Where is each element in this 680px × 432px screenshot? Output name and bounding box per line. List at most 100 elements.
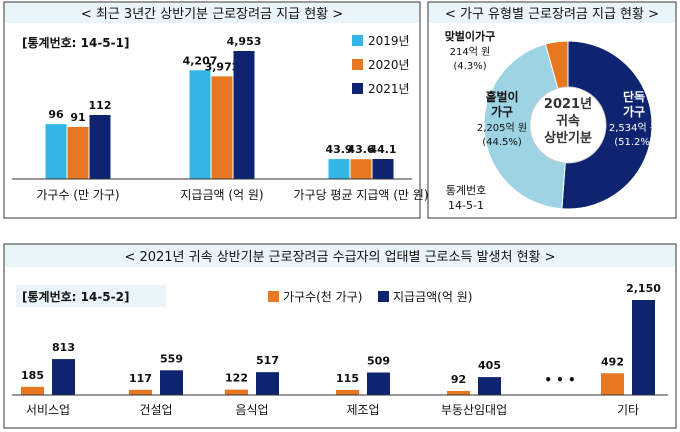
bar-label-0-1: 91 (70, 111, 85, 124)
bottom-category-2: 음식업 (235, 403, 268, 417)
pie-label-2-line-0: 맞벌이가구 (445, 29, 496, 43)
pie-slice-1 (483, 43, 569, 210)
pie-center-line-2: 귀속 (556, 113, 580, 129)
bottom-bar-label-4-1: 405 (478, 359, 501, 372)
bar-label-0-2: 112 (89, 99, 112, 112)
bottom-legend-swatch-0 (268, 291, 279, 302)
top-left-category-2: 가구당 평균 지급액 (만 원) (293, 188, 428, 202)
bar-label-1-1: 3,972 (205, 60, 240, 73)
top-right-title: < 가구 유형별 근로장려금 지급 현황 > (445, 7, 659, 22)
pie-label-0-line-0: 단독 (623, 89, 645, 104)
pie-center-line-1: 2021년 (544, 97, 592, 112)
legend-label-0: 2019년 (368, 34, 410, 48)
bottom-bar-label-2-0: 122 (225, 372, 248, 385)
pie-center-hole (529, 86, 607, 164)
bottom-bar-1-0 (129, 389, 152, 395)
bottom-bar-3-1 (367, 372, 390, 395)
bottom-bar-label-3-1: 509 (367, 355, 390, 368)
pie-label-1-percent: (44.5%) (482, 137, 522, 148)
pie-label-2-amount: 214억 원 (450, 46, 491, 58)
bar-0-2 (89, 115, 111, 179)
legend-swatch-1 (352, 59, 363, 70)
legend-swatch-2 (352, 83, 363, 94)
bar-2-1 (350, 159, 372, 179)
top-right-stat-code-line-2: 14-5-1 (448, 199, 484, 212)
bottom-ellipsis: • • • (544, 373, 575, 387)
bottom-bar-0-1 (52, 359, 75, 395)
bar-1-1 (211, 76, 233, 179)
top-right-stat-code: 통계번호 14-5-1 (446, 184, 486, 212)
bar-1-2 (233, 51, 255, 179)
pie-slice-0 (561, 40, 653, 210)
legend-label-2: 2021년 (368, 82, 410, 96)
bottom-category-4: 부동산임대업 (441, 403, 507, 417)
bottom-bar-4-0 (447, 390, 470, 395)
bottom-title-bg (5, 245, 675, 267)
bottom-bar-4-1 (478, 377, 501, 395)
bar-label-2-0: 43.9 (325, 143, 352, 156)
top-right-stat-code-line-1: 통계번호 (446, 184, 486, 197)
bottom-bar-5-1 (632, 300, 655, 395)
bottom-bar-label-4-0: 92 (451, 373, 466, 386)
bottom-title: < 2021년 귀속 상반기분 근로장려금 수급자의 업태별 근로소득 발생처 … (124, 250, 555, 265)
pie-label-0-amount: 2,534억 원 (609, 122, 659, 134)
pie-center-line-3: 상반기분 (544, 130, 592, 146)
bar-2-0 (328, 159, 350, 179)
bottom-category-5: 기타 (617, 403, 639, 417)
legend-swatch-0 (352, 35, 363, 46)
bottom-bars: 185 813 117 559 122 517 115 509 92 405 492 2,150 (21, 282, 661, 395)
bar-label-1-2: 4,953 (227, 35, 262, 48)
pie-label-1-line-0: 홑벌이 (485, 89, 518, 104)
bottom-bar-label-3-0: 115 (336, 372, 359, 385)
pie-label-1-amount: 2,205억 원 (477, 122, 527, 134)
top-left-title-bg (5, 3, 419, 23)
bottom-legend-swatch-1 (378, 291, 389, 302)
bar-label-2-1: 43.6 (347, 143, 374, 156)
bottom-bar-label-0-1: 813 (52, 341, 75, 354)
bottom-bar-2-0 (225, 389, 248, 395)
top-right-title-bg (429, 3, 675, 23)
bar-label-2-2: 44.1 (369, 143, 396, 156)
bottom-bar-label-0-0: 185 (21, 369, 44, 382)
top-left-legend: 2019년 2020년 2021년 (352, 34, 410, 96)
pie-label-0-percent: (51.2%) (614, 137, 654, 148)
pie-label-0-line-1: 가구 (623, 104, 645, 119)
bar-0-0 (45, 124, 67, 179)
top-left-title: < 최근 3년간 상반기분 근로장려금 지급 현황 > (81, 7, 343, 22)
bottom-bar-1-1 (160, 370, 183, 395)
bottom-bar-0-0 (21, 386, 44, 395)
bottom-bar-label-1-0: 117 (129, 372, 152, 385)
bar-2-2 (372, 159, 394, 179)
bottom-bar-5-0 (601, 373, 624, 395)
bottom-bar-label-5-1: 2,150 (626, 282, 661, 295)
bottom-category-1: 건설업 (139, 403, 172, 417)
bar-1-0 (189, 70, 211, 179)
bottom-stat-code: [통계번호: 14-5-2] (22, 289, 129, 304)
bottom-panel-frame (3, 243, 677, 429)
pie-label-1-line-1: 가구 (491, 104, 513, 119)
bottom-legend: 가구수(천 가구) 지급금액(억 원) (268, 289, 472, 304)
bottom-bar-label-5-0: 492 (601, 355, 624, 368)
bottom-bar-3-0 (336, 389, 359, 395)
top-left-stat-code: [통계번호: 14-5-1] (22, 35, 129, 50)
bottom-bar-label-1-1: 559 (160, 352, 183, 365)
top-left-category-1: 지급금액 (억 원) (180, 188, 263, 202)
top-left-category-0: 가구수 (만 가구) (36, 188, 119, 202)
top-left-category-labels: 가구수 (만 가구) 지급금액 (억 원) 가구당 평균 지급액 (만 원) (36, 188, 428, 202)
bottom-category-0: 서비스업 (26, 403, 70, 417)
bottom-category-labels: 서비스업 건설업 음식업 제조업 부동산임대업 기타 (26, 403, 639, 417)
bottom-legend-label-0: 가구수(천 가구) (283, 289, 362, 304)
legend-label-1: 2020년 (368, 58, 410, 72)
bar-0-1 (67, 127, 89, 179)
bottom-legend-label-1: 지급금액(억 원) (393, 290, 472, 304)
pie-label-2-percent: (4.3%) (453, 61, 486, 72)
bottom-bar-label-2-1: 517 (256, 354, 279, 367)
bottom-bar-2-1 (256, 372, 279, 395)
pie-center-label: 2021년 귀속 상반기분 (544, 97, 592, 146)
bottom-stat-code-bg (16, 285, 166, 307)
bottom-category-3: 제조업 (346, 403, 379, 417)
bar-label-0-0: 96 (48, 108, 64, 121)
